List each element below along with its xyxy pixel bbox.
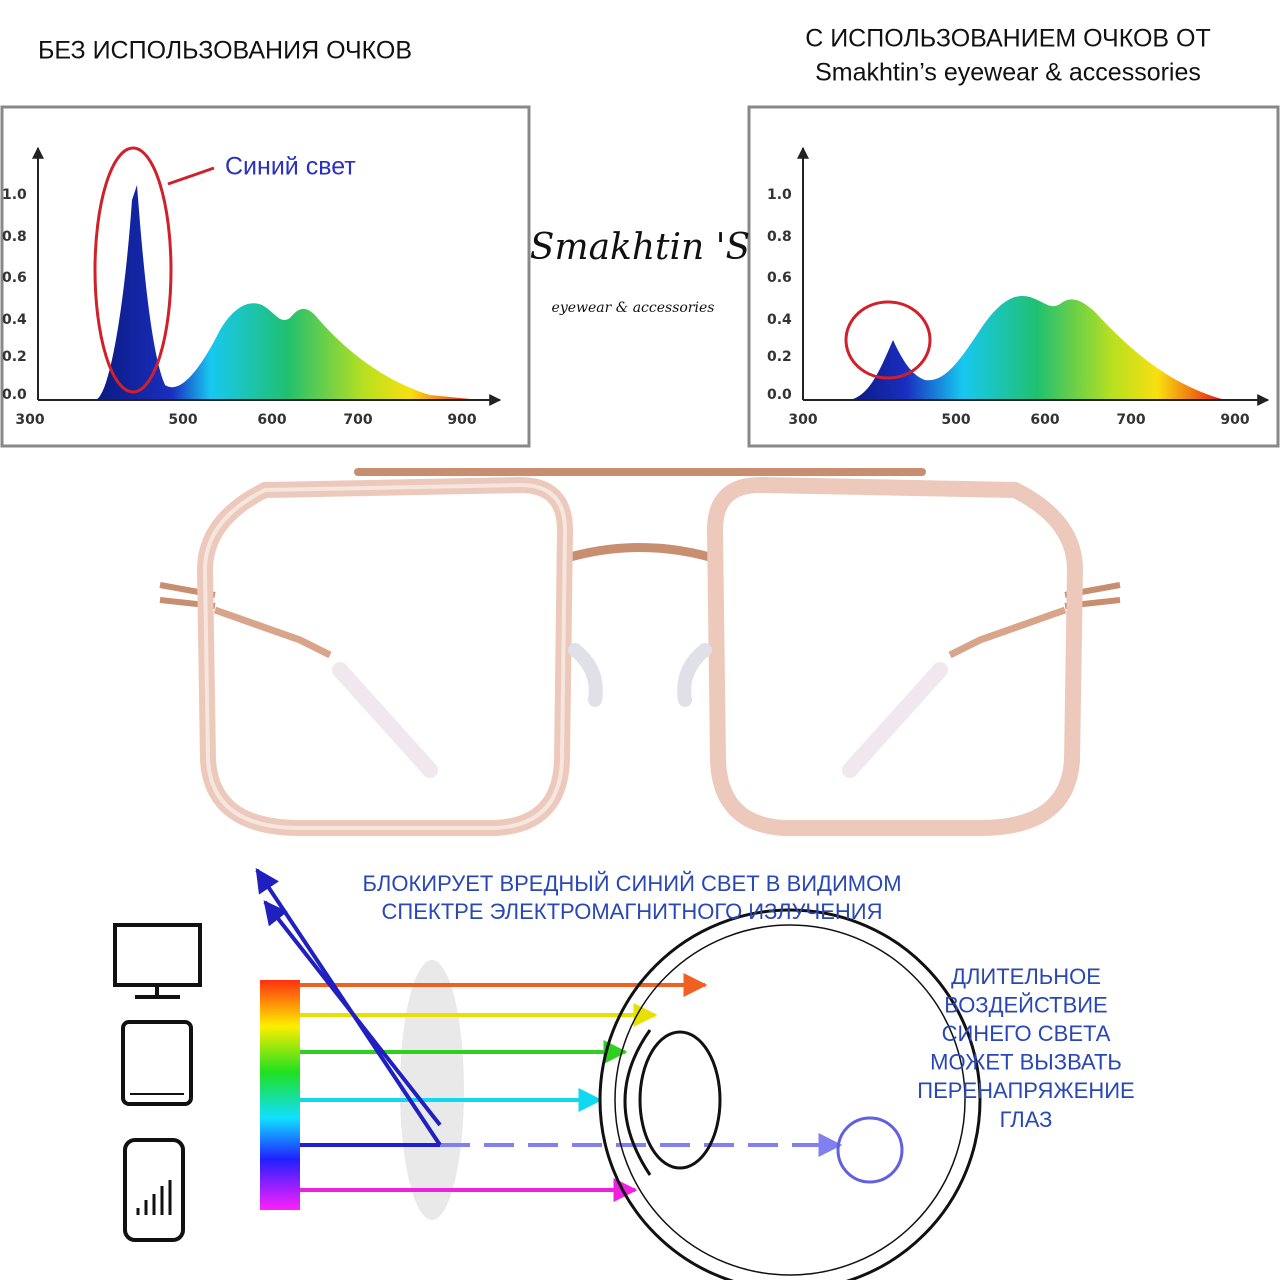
y-tick-label: 0.6 xyxy=(2,270,27,286)
shape xyxy=(93,146,173,394)
shape xyxy=(836,1116,904,1184)
y-tick-label: 1.0 xyxy=(767,187,792,203)
shape xyxy=(614,924,966,1276)
ticks: 1.0 0.8 0.6 0.4 0.2 0.0 300 500 600 700 900 1.0 0.8 0… xyxy=(2,187,1250,428)
shape xyxy=(136,1180,172,1215)
shape xyxy=(260,980,300,1210)
warning-line: ВОЗДЕЙСТВИЕ xyxy=(944,992,1108,1017)
shape xyxy=(113,923,202,987)
shape xyxy=(706,476,1084,836)
x-tick-label: 500 xyxy=(941,412,970,428)
light-diagram xyxy=(255,868,982,1280)
caption: БЛОКИРУЕТ ВРЕДНЫЙ СИНИЙ СВЕТ В ВИДИМОМ xyxy=(362,871,901,896)
shape xyxy=(332,662,948,778)
x-tick-label: 300 xyxy=(15,412,44,428)
shape xyxy=(568,643,712,707)
logo-tagline: eyewear & accessories xyxy=(552,300,715,316)
shape xyxy=(167,166,215,186)
shape xyxy=(159,582,1121,609)
shape xyxy=(95,185,480,400)
shape xyxy=(123,1138,185,1242)
y-tick-label: 0.6 xyxy=(767,270,792,286)
shape xyxy=(844,300,932,380)
shape xyxy=(623,1029,652,1176)
y-tick-label: 0.8 xyxy=(2,229,27,245)
shape xyxy=(135,985,180,999)
right-title: С ИСПОЛЬЗОВАНИЕМ ОЧКОВ ОТ xyxy=(805,25,1211,53)
y-tick-label: 0.2 xyxy=(767,349,792,365)
warning-line: МОЖЕТ ВЫЗВАТЬ xyxy=(930,1050,1122,1075)
devices xyxy=(113,923,202,1242)
shape xyxy=(213,606,1067,659)
x-tick-label: 300 xyxy=(788,412,817,428)
spectrum-panel-right xyxy=(747,105,1280,448)
shape xyxy=(121,1020,193,1106)
shape xyxy=(202,482,568,830)
x-tick-label: 900 xyxy=(1220,412,1249,428)
warning-line: СИНЕГО СВЕТА xyxy=(942,1021,1111,1046)
y-tick-label: 0.0 xyxy=(2,387,27,403)
left-title: БЕЗ ИСПОЛЬЗОВАНИЯ ОЧКОВ xyxy=(38,37,412,65)
x-tick-label: 600 xyxy=(1030,412,1059,428)
y-tick-label: 0.4 xyxy=(2,312,27,328)
y-tick-label: 0.8 xyxy=(767,229,792,245)
x-tick-label: 600 xyxy=(257,412,286,428)
shape xyxy=(638,1030,722,1170)
x-tick-label: 900 xyxy=(447,412,476,428)
y-tick-label: 0.2 xyxy=(2,349,27,365)
logo-name: Smakhtin 'S xyxy=(530,227,750,268)
shape xyxy=(400,960,464,1220)
annotation: Синий свет xyxy=(225,153,356,181)
y-tick-label: 0.0 xyxy=(767,387,792,403)
warning-line: ДЛИТЕЛЬНОЕ xyxy=(951,964,1101,989)
shape xyxy=(196,476,574,836)
shape xyxy=(263,900,442,1127)
y-tick-label: 0.4 xyxy=(767,312,792,328)
right-title: Smakhtin’s eyewear & accessories xyxy=(815,59,1201,87)
x-tick-label: 700 xyxy=(343,412,372,428)
x-tick-label: 700 xyxy=(1116,412,1145,428)
warning-line: ПЕРЕНАПРЯЖЕНИЕ xyxy=(917,1078,1134,1103)
shape xyxy=(598,908,982,1280)
spectrum-panel-left: Синий свет xyxy=(0,105,531,448)
warning: ДЛИТЕЛЬНОЕ ВОЗДЕЙСТВИЕ СИНЕГО СВЕТА МОЖЕТ В… xyxy=(917,964,1134,1132)
caption: СПЕКТРЕ ЭЛЕКТРОМАГНИТНОГО ИЗЛУЧЕНИЯ xyxy=(382,899,883,924)
shape xyxy=(850,295,1225,400)
shape xyxy=(598,908,982,1280)
x-tick-label: 500 xyxy=(168,412,197,428)
glasses xyxy=(159,468,1121,836)
shape xyxy=(558,543,722,565)
warning-line: ГЛАЗ xyxy=(1000,1107,1053,1132)
y-tick-label: 1.0 xyxy=(2,187,27,203)
